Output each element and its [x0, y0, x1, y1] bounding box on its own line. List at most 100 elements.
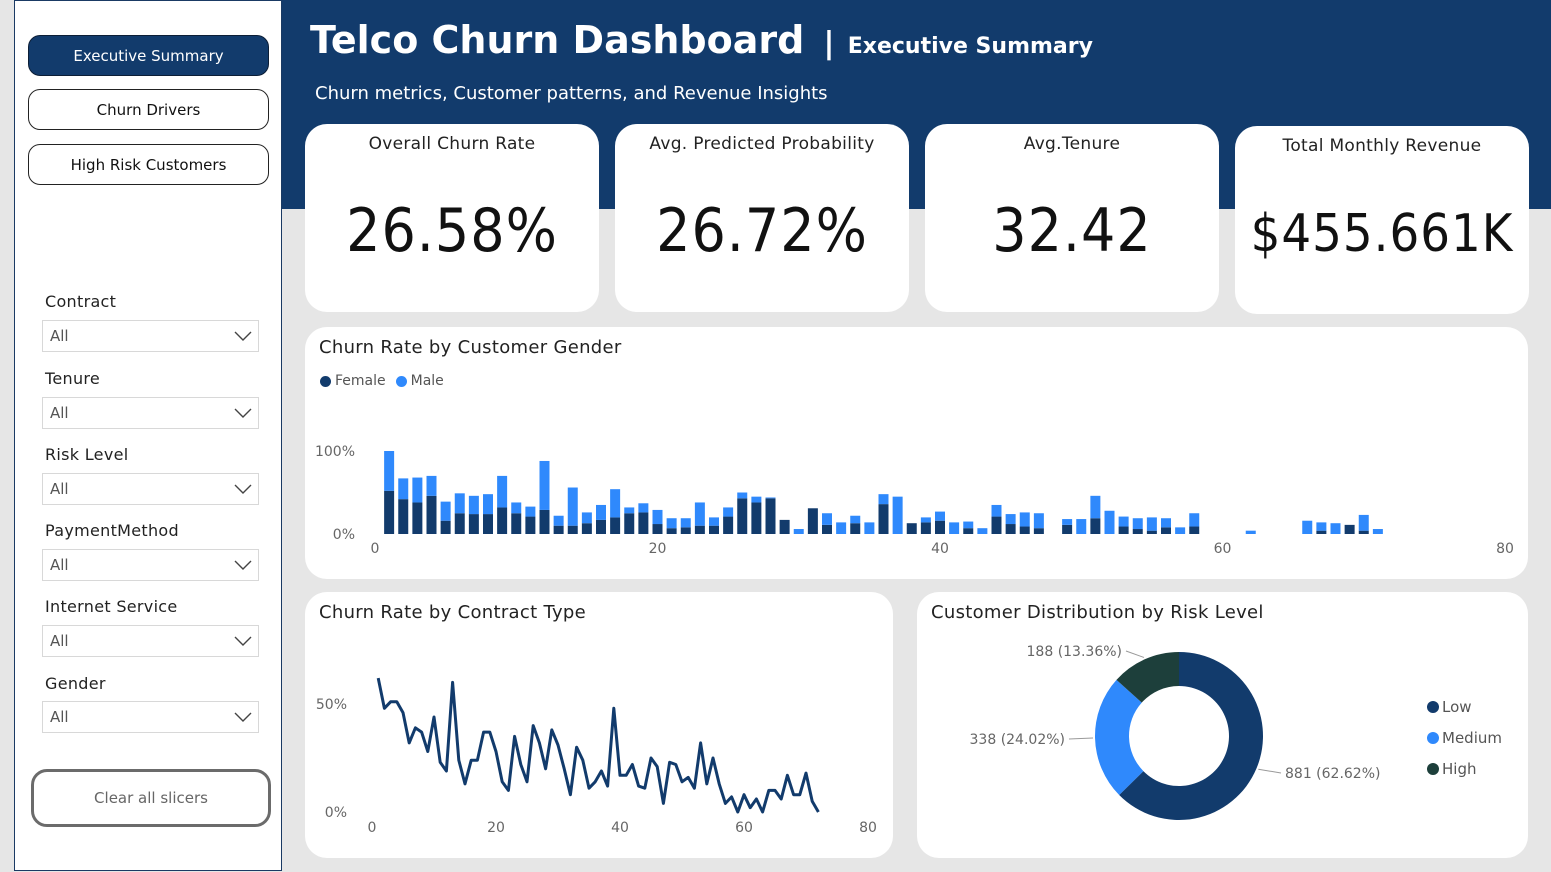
contract-chart-panel: Churn Rate by Contract Type 0% 50% 0 20 40 60… [305, 592, 893, 858]
page-title: Telco Churn Dashboard | Executive Summar… [310, 18, 1093, 62]
kpi-card-avg-tenure: Avg.Tenure 32.42 [925, 124, 1219, 312]
kpi-label: Total Monthly Revenue [1282, 136, 1482, 156]
page-subtitle: Churn metrics, Customer patterns, and Re… [315, 83, 828, 104]
nav-churn-drivers-button[interactable]: Churn Drivers [28, 89, 269, 130]
tenure-slicer-label: Tenure [45, 369, 101, 388]
kpi-label: Overall Churn Rate [368, 134, 536, 154]
legend-male-label: Male [410, 373, 444, 389]
contract-slicer-label: Contract [45, 292, 117, 311]
bar-male [525, 506, 536, 517]
bar-female [1344, 524, 1355, 534]
clear-all-slicers-button[interactable]: Clear all slicers [31, 769, 271, 827]
kpi-label: Avg. Predicted Probability [649, 134, 875, 154]
bar-female [935, 520, 945, 534]
dashboard-title: Telco Churn Dashboard [310, 18, 805, 62]
internet-service-slicer-label: Internet Service [45, 597, 178, 616]
contract-slicer[interactable]: All [42, 320, 259, 352]
bar-male [935, 511, 945, 521]
bar-male [963, 521, 974, 529]
bar-male [384, 451, 395, 491]
bar-male [539, 460, 550, 510]
bar-male [1118, 516, 1129, 527]
bar-male [1372, 529, 1383, 534]
internet-service-slicer[interactable]: All [42, 625, 259, 657]
page-name: Executive Summary [847, 34, 1093, 59]
contract-chart-title: Churn Rate by Contract Type [319, 602, 586, 623]
bar-male [1104, 510, 1115, 534]
x-tick-label: 80 [859, 820, 877, 836]
nav-executive-summary-button[interactable]: Executive Summary [28, 35, 269, 76]
nav-high-risk-customers-button[interactable]: High Risk Customers [28, 144, 269, 185]
bar-female [1033, 528, 1044, 534]
x-tick-label: 20 [649, 541, 667, 557]
title-separator: | [823, 26, 835, 61]
bar-male [765, 497, 776, 499]
bar-male [949, 522, 960, 534]
kpi-card-predicted-probability: Avg. Predicted Probability 26.72% [615, 124, 909, 312]
internet-service-slicer-value: All [50, 632, 69, 650]
chevron-down-icon [234, 331, 252, 341]
bar-female [610, 517, 621, 534]
bar-female [638, 512, 649, 534]
bar-female [723, 516, 734, 534]
bar-female [694, 525, 705, 534]
bar-male [1161, 518, 1171, 528]
bar-female [539, 509, 550, 534]
bar-male [1019, 512, 1030, 527]
legend-female-label: Female [335, 373, 386, 389]
x-tick-label: 40 [611, 820, 629, 836]
bar-male [850, 515, 861, 524]
bar-male [610, 489, 621, 518]
bar-female [567, 525, 578, 534]
kpi-value: 26.58% [346, 196, 558, 266]
bar-female [412, 502, 423, 534]
tenure-slicer[interactable]: All [42, 397, 259, 429]
bar-male [1132, 518, 1143, 530]
bar-male [398, 478, 409, 500]
chevron-down-icon [234, 484, 252, 494]
x-tick-label: 0 [371, 541, 380, 557]
payment-method-slicer[interactable]: All [42, 549, 259, 581]
payment-method-slicer-label: PaymentMethod [45, 521, 179, 540]
kpi-value: 32.42 [992, 196, 1152, 266]
chevron-down-icon [234, 560, 252, 570]
bar-female [497, 507, 508, 534]
bar-female [1132, 529, 1143, 534]
gender-slicer[interactable]: All [42, 701, 259, 733]
bar-male [694, 502, 705, 526]
donut-slice-high [1116, 652, 1179, 703]
gender-slicer-value: All [50, 708, 69, 726]
bar-male [1062, 519, 1073, 525]
kpi-card-monthly-revenue: Total Monthly Revenue $455.661K [1235, 126, 1529, 314]
bar-male [836, 522, 847, 534]
bar-male [440, 501, 451, 521]
risk-level-slicer[interactable]: All [42, 473, 259, 505]
data-label-high: 188 (13.36%) [1027, 644, 1122, 660]
bar-male [977, 528, 988, 534]
risk-chart-title: Customer Distribution by Risk Level [931, 602, 1264, 623]
bar-female [1062, 524, 1073, 534]
bar-female [850, 523, 861, 534]
bar-male [737, 492, 748, 499]
risk-chart-panel: Customer Distribution by Risk Level 881 … [917, 592, 1528, 858]
bar-female [1005, 524, 1016, 534]
bar-male [426, 475, 437, 496]
bar-male [567, 487, 578, 526]
x-tick-label: 80 [1496, 541, 1514, 557]
y-tick-label: 50% [316, 697, 347, 713]
bar-female [511, 513, 522, 534]
chevron-down-icon [234, 636, 252, 646]
x-tick-label: 0 [368, 820, 377, 836]
bar-male [581, 512, 592, 524]
donut-slice-medium [1095, 679, 1144, 795]
bar-male [1302, 520, 1313, 534]
bar-female [483, 514, 493, 534]
bar-male [1175, 527, 1186, 534]
bar-female [1019, 526, 1030, 534]
bar-male [1146, 517, 1157, 531]
bar-female [468, 514, 479, 534]
legend-label-high: High [1442, 760, 1476, 778]
bar-female [384, 490, 395, 534]
x-tick-label: 40 [931, 541, 949, 557]
donut-slice-low [1119, 652, 1263, 820]
